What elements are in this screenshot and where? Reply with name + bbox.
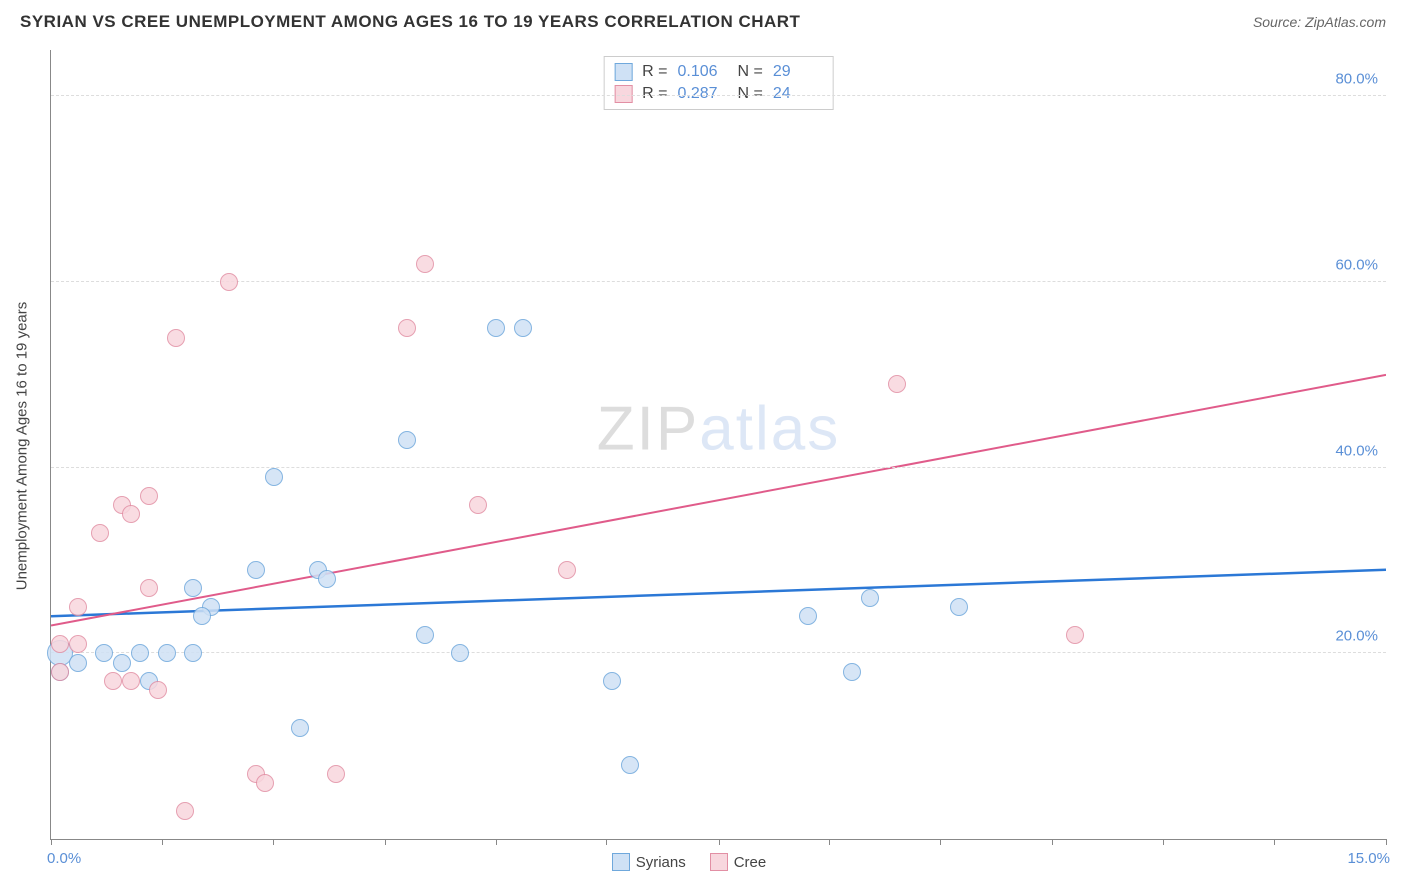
series-legend-item: Cree bbox=[710, 853, 767, 871]
legend-swatch bbox=[612, 853, 630, 871]
x-tick-mark bbox=[829, 839, 830, 845]
scatter-point bbox=[69, 598, 87, 616]
scatter-point bbox=[91, 524, 109, 542]
scatter-point bbox=[247, 561, 265, 579]
x-tick-mark bbox=[1163, 839, 1164, 845]
x-axis-max-label: 15.0% bbox=[1347, 850, 1390, 867]
scatter-point bbox=[184, 644, 202, 662]
scatter-point bbox=[69, 635, 87, 653]
scatter-point bbox=[140, 487, 158, 505]
scatter-point bbox=[122, 672, 140, 690]
chart-title: SYRIAN VS CREE UNEMPLOYMENT AMONG AGES 1… bbox=[20, 12, 800, 32]
scatter-point bbox=[291, 719, 309, 737]
scatter-point bbox=[113, 654, 131, 672]
scatter-point bbox=[51, 663, 69, 681]
y-tick-label: 40.0% bbox=[1335, 442, 1378, 459]
scatter-point bbox=[451, 644, 469, 662]
gridline bbox=[51, 467, 1386, 468]
y-axis-label: Unemployment Among Ages 16 to 19 years bbox=[14, 302, 31, 591]
scatter-point bbox=[888, 375, 906, 393]
scatter-point bbox=[51, 635, 69, 653]
scatter-point bbox=[603, 672, 621, 690]
scatter-point bbox=[122, 505, 140, 523]
scatter-point bbox=[469, 496, 487, 514]
trendlines-svg bbox=[51, 50, 1386, 839]
scatter-point bbox=[140, 579, 158, 597]
legend-n-value: 29 bbox=[773, 63, 823, 81]
gridline bbox=[51, 281, 1386, 282]
x-tick-mark bbox=[51, 839, 52, 845]
scatter-point bbox=[131, 644, 149, 662]
x-tick-mark bbox=[162, 839, 163, 845]
gridline bbox=[51, 95, 1386, 96]
scatter-point bbox=[193, 607, 211, 625]
series-legend-label: Syrians bbox=[636, 854, 686, 871]
chart-source: Source: ZipAtlas.com bbox=[1253, 14, 1386, 30]
scatter-point bbox=[220, 273, 238, 291]
watermark: ZIPatlas bbox=[597, 393, 840, 464]
scatter-point bbox=[416, 255, 434, 273]
trend-line bbox=[51, 375, 1386, 626]
x-tick-mark bbox=[940, 839, 941, 845]
scatter-point bbox=[487, 319, 505, 337]
correlation-legend: R = 0.106 N = 29 R = 0.287 N = 24 bbox=[603, 56, 834, 110]
x-tick-mark bbox=[719, 839, 720, 845]
scatter-point bbox=[318, 570, 336, 588]
scatter-chart: ZIPatlas R =0.106N =29R =0.287N =24 Syri… bbox=[50, 50, 1386, 840]
x-tick-mark bbox=[606, 839, 607, 845]
scatter-point bbox=[843, 663, 861, 681]
legend-n-label: N = bbox=[738, 63, 763, 81]
gridline bbox=[51, 652, 1386, 653]
scatter-point bbox=[398, 431, 416, 449]
series-legend: Syrians Cree bbox=[612, 853, 767, 871]
scatter-point bbox=[558, 561, 576, 579]
scatter-point bbox=[265, 468, 283, 486]
legend-swatch bbox=[710, 853, 728, 871]
x-tick-mark bbox=[1052, 839, 1053, 845]
scatter-point bbox=[176, 802, 194, 820]
scatter-point bbox=[416, 626, 434, 644]
series-legend-label: Cree bbox=[734, 854, 767, 871]
watermark-text-2: atlas bbox=[699, 394, 840, 463]
x-tick-mark bbox=[1386, 839, 1387, 845]
scatter-point bbox=[950, 598, 968, 616]
x-tick-mark bbox=[385, 839, 386, 845]
x-tick-mark bbox=[1274, 839, 1275, 845]
scatter-point bbox=[69, 654, 87, 672]
scatter-point bbox=[327, 765, 345, 783]
scatter-point bbox=[621, 756, 639, 774]
legend-n-label: N = bbox=[738, 85, 763, 103]
x-tick-mark bbox=[273, 839, 274, 845]
y-tick-label: 80.0% bbox=[1335, 71, 1378, 88]
y-tick-label: 20.0% bbox=[1335, 628, 1378, 645]
legend-r-value: 0.106 bbox=[678, 63, 728, 81]
scatter-point bbox=[95, 644, 113, 662]
series-legend-item: Syrians bbox=[612, 853, 686, 871]
scatter-point bbox=[158, 644, 176, 662]
x-axis-min-label: 0.0% bbox=[47, 850, 81, 867]
scatter-point bbox=[1066, 626, 1084, 644]
scatter-point bbox=[398, 319, 416, 337]
legend-swatch bbox=[614, 85, 632, 103]
scatter-point bbox=[256, 774, 274, 792]
x-tick-mark bbox=[496, 839, 497, 845]
scatter-point bbox=[149, 681, 167, 699]
legend-row: R = 0.287 N = 24 bbox=[614, 83, 823, 105]
legend-row: R = 0.106 N = 29 bbox=[614, 61, 823, 83]
scatter-point bbox=[861, 589, 879, 607]
scatter-point bbox=[799, 607, 817, 625]
scatter-point bbox=[184, 579, 202, 597]
legend-r-label: R = bbox=[642, 63, 667, 81]
scatter-point bbox=[167, 329, 185, 347]
scatter-point bbox=[104, 672, 122, 690]
chart-header: SYRIAN VS CREE UNEMPLOYMENT AMONG AGES 1… bbox=[0, 0, 1406, 40]
legend-n-value: 24 bbox=[773, 85, 823, 103]
watermark-text-1: ZIP bbox=[597, 394, 699, 463]
legend-r-label: R = bbox=[642, 85, 667, 103]
legend-r-value: 0.287 bbox=[678, 85, 728, 103]
scatter-point bbox=[514, 319, 532, 337]
y-tick-label: 60.0% bbox=[1335, 257, 1378, 274]
legend-swatch bbox=[614, 63, 632, 81]
